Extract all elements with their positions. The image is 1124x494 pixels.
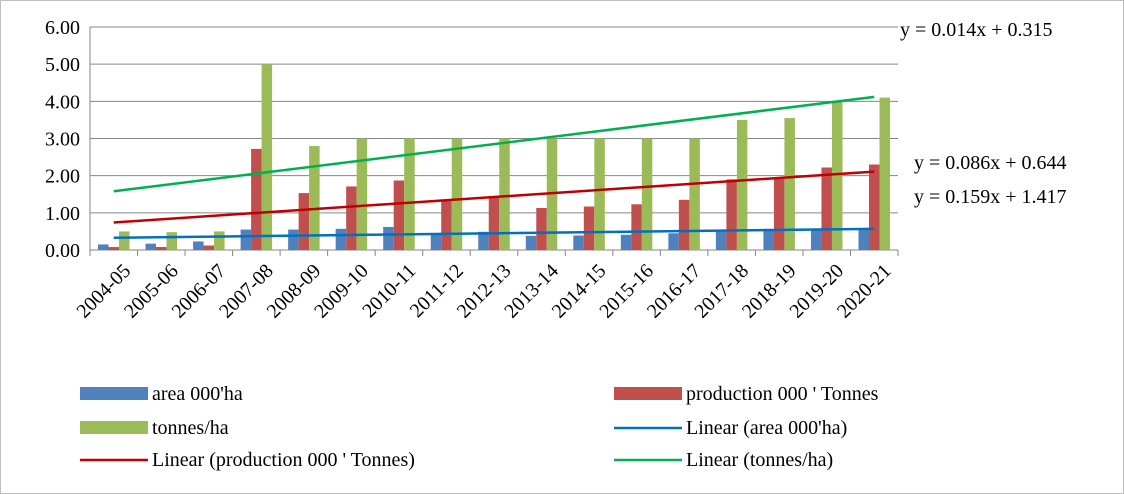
- bar: [715, 229, 727, 250]
- bar: [203, 245, 215, 250]
- bar: [641, 138, 653, 250]
- bar: [763, 229, 774, 250]
- bar: [404, 138, 415, 250]
- bar: [356, 138, 368, 250]
- y-tick-label: 2.00: [45, 166, 80, 188]
- legend-label: Linear (area 000'ha): [686, 417, 847, 439]
- legend-label: tonnes/ha: [152, 417, 229, 439]
- bar: [346, 186, 357, 250]
- bar: [583, 206, 595, 250]
- bar: [620, 234, 632, 250]
- bar: [145, 243, 157, 250]
- bar: [335, 228, 347, 250]
- bar: [193, 241, 204, 250]
- bar: [499, 138, 510, 250]
- bar: [430, 233, 442, 250]
- legend-swatch: [80, 387, 148, 400]
- bar: [668, 233, 679, 250]
- legend-label: production 000 ' Tonnes: [686, 383, 879, 405]
- trendline: [113, 95, 875, 193]
- bar: [451, 138, 463, 250]
- legend-label: Linear (tonnes/ha): [686, 449, 833, 471]
- legend-label: Linear (production 000 ' Tonnes): [152, 449, 415, 471]
- trendline-equation: y = 0.086x + 0.644: [914, 152, 1067, 174]
- bar: [478, 231, 489, 250]
- bar: [261, 64, 273, 251]
- trendline: [113, 227, 875, 239]
- bar: [108, 247, 120, 250]
- x-tick-label: 2020-21: [833, 260, 896, 323]
- bar: [214, 231, 225, 250]
- trendline-equation: y = 0.159x + 1.417: [914, 186, 1067, 208]
- y-tick-label: 3.00: [45, 129, 80, 151]
- bar: [678, 199, 690, 250]
- bar: [831, 101, 843, 250]
- bar: [309, 145, 320, 250]
- bar: [98, 244, 109, 250]
- y-tick-label: 5.00: [45, 54, 80, 76]
- bar: [631, 204, 642, 250]
- y-tick-label: 4.00: [45, 91, 80, 113]
- bar: [288, 229, 299, 250]
- bar: [251, 148, 262, 250]
- bar: [784, 118, 795, 250]
- bar: [383, 226, 394, 250]
- bar: [488, 196, 500, 250]
- bar: [156, 247, 167, 250]
- legend-label: area 000'ha: [152, 383, 243, 405]
- bar: [573, 235, 584, 250]
- y-tick-label: 6.00: [45, 17, 80, 39]
- bar: [298, 193, 310, 250]
- legend-swatch: [614, 387, 682, 400]
- bar: [879, 97, 890, 250]
- bar: [858, 228, 869, 250]
- bar: [240, 229, 252, 250]
- bar: [821, 167, 832, 250]
- bar: [119, 231, 130, 250]
- bar: [441, 199, 452, 250]
- trendline: [113, 170, 875, 224]
- bar: [525, 235, 537, 250]
- bar: [536, 208, 547, 250]
- y-tick-label: 1.00: [45, 203, 80, 225]
- bar: [689, 138, 700, 250]
- bar: [868, 164, 880, 250]
- legend-swatch: [80, 421, 148, 434]
- bar: [736, 119, 748, 251]
- x-tick-label: 2009-10: [310, 260, 373, 323]
- bar: [594, 138, 605, 250]
- bar: [393, 180, 405, 250]
- y-tick-label: 0.00: [45, 240, 80, 262]
- bar: [773, 177, 785, 250]
- bar: [810, 229, 822, 250]
- trendline-equation: y = 0.014x + 0.315: [900, 19, 1053, 41]
- bar: [166, 232, 178, 250]
- bar: [726, 179, 737, 250]
